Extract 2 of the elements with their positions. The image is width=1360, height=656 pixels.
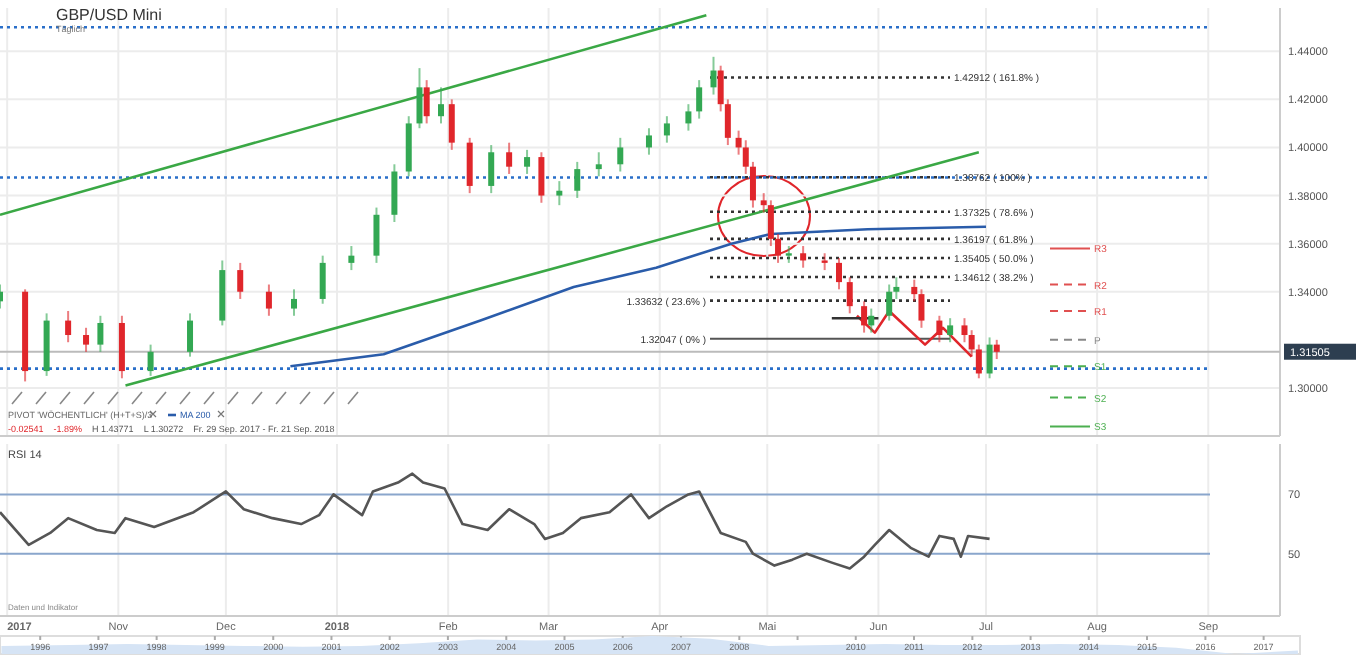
line-series bbox=[0, 472, 991, 570]
chart-title: GBP/USD Mini bbox=[56, 6, 163, 24]
